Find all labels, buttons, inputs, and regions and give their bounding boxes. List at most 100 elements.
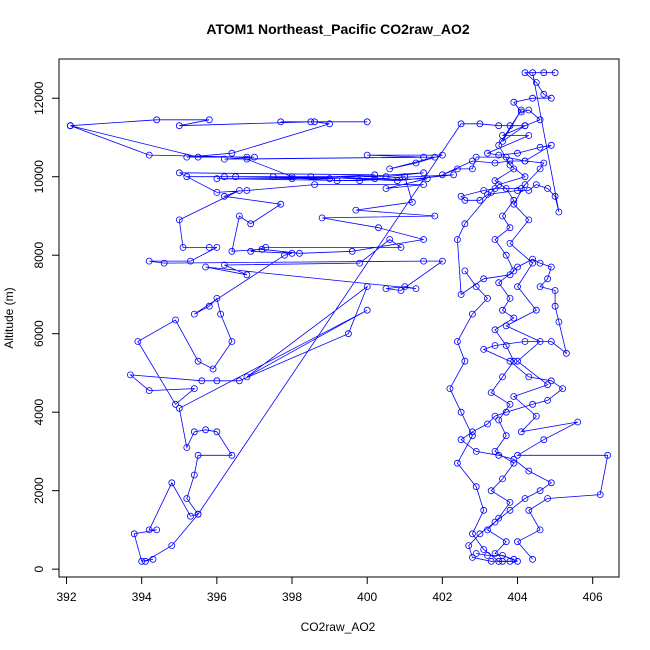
data-point [205,243,213,251]
data-point [311,181,319,189]
data-point [408,198,416,206]
data-point [532,79,540,86]
data-point [420,236,428,243]
data-point [491,447,499,455]
series-line [449,270,510,562]
data-point [243,155,251,163]
y-tick-label: 2000 [32,477,46,504]
data-point [472,283,480,291]
data-point [506,161,514,169]
data-point [544,381,551,389]
data-point [145,257,153,265]
data-point [544,495,551,502]
data-point [183,444,191,451]
data-point [525,187,533,194]
data-point [307,118,315,126]
y-tick-label: 0 [32,565,46,572]
data-point [431,153,439,161]
data-point [529,400,536,408]
data-point [510,165,518,173]
data-point [487,188,495,196]
data-point [228,338,236,345]
data-point [160,259,168,267]
data-point [544,185,551,192]
data-point [468,310,476,318]
data-point [532,181,540,189]
x-tick-label: 406 [583,590,603,604]
data-point [247,247,255,255]
data-point [194,451,202,459]
data-point [495,181,503,189]
plot-area [66,69,612,565]
data-point [547,94,555,102]
data-point [145,526,153,534]
series-line [486,168,515,560]
data-point [453,338,461,345]
data-point [521,181,529,189]
data-point [371,171,379,179]
data-point [514,557,521,565]
data-point [525,106,533,114]
y-axis: 0 2000 4000 6000 8000 10000 12000 [32,81,60,572]
data-point [438,171,446,179]
data-point [371,175,379,183]
data-point [514,357,521,365]
data-point [344,330,352,338]
series-line [70,72,568,562]
data-point [563,349,570,357]
data-point [235,212,243,220]
data-point [502,322,510,330]
data-point [521,69,529,77]
x-tick-label: 398 [282,590,302,604]
data-point [495,279,503,287]
x-tick-label: 404 [508,590,528,604]
data-point [510,314,518,322]
data-point [532,412,540,420]
data-point [540,159,548,167]
data-point [517,108,525,116]
data-point [487,557,495,565]
data-point [510,200,518,208]
data-point [476,530,484,538]
data-point [506,271,514,279]
data-point [130,530,138,538]
data-point [521,495,529,502]
data-point [525,506,533,514]
data-point [491,159,499,167]
data-point [514,538,521,546]
data-point [491,518,499,526]
data-point [450,171,458,179]
data-point [382,173,390,181]
data-point [333,177,341,185]
chart-title: ATOM1 Northeast_Pacific CO2raw_AO2 [206,21,469,37]
data-point [66,122,74,130]
data-point [468,432,476,440]
data-point [502,153,510,161]
data-point [536,283,544,291]
data-point [525,373,533,381]
data-point [480,345,488,353]
data-point [243,271,251,279]
data-point [495,141,503,149]
data-point [506,239,514,247]
data-point [495,514,503,522]
data-point [596,491,604,499]
data-point [506,498,514,506]
data-point [175,216,183,224]
data-point [363,306,371,314]
data-point [438,257,446,265]
data-point [510,357,518,365]
data-point [190,471,198,479]
data-point [510,555,518,563]
data-point [348,247,356,255]
data-point [420,257,428,265]
data-point [453,165,461,173]
data-point [277,118,285,126]
data-point [397,243,405,251]
data-point [495,557,503,565]
data-point [547,338,555,345]
data-point [525,216,533,224]
data-point [510,98,518,106]
data-point [499,373,506,381]
data-point [536,143,544,151]
